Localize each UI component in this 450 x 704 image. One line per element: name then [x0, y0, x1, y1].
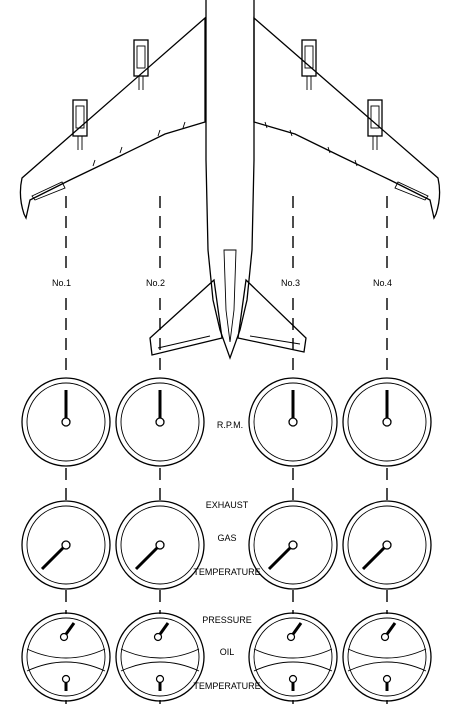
- engine-pod-3: [301, 39, 317, 90]
- gauge-hub-lower: [382, 674, 392, 684]
- gauge-engine-4-row-3: [342, 612, 432, 702]
- gauge-bezel: [248, 500, 338, 590]
- engine-label-2: No.2: [146, 278, 165, 288]
- gauge-needle: [134, 543, 162, 571]
- gauge-hub: [61, 540, 71, 550]
- gauge-divider-lower: [347, 661, 427, 672]
- gauge-hub: [155, 417, 165, 427]
- gauge-needle: [361, 543, 389, 571]
- gauge-engine-4-row-2: [342, 500, 432, 590]
- gauge-divider-upper: [253, 648, 333, 659]
- gauge-face: [120, 382, 200, 462]
- gauge-face: [347, 617, 427, 697]
- gauge-bezel: [115, 500, 205, 590]
- gauge-hub: [155, 540, 165, 550]
- engine-pod-2: [133, 39, 149, 90]
- gauge-row-labels: R.P.M. EXHAUST GAS TEMPERATURE PRESSURE OIL TE…: [193, 420, 260, 691]
- gauge-hub: [288, 417, 298, 427]
- gauge-bezel: [342, 500, 432, 590]
- gauge-bezel: [21, 377, 111, 467]
- gauge-bezel: [342, 612, 432, 702]
- gauge-hub: [288, 540, 298, 550]
- right-stabilizer: [237, 278, 307, 353]
- gauge-needle: [40, 543, 68, 571]
- left-wing: [19, 16, 206, 220]
- connector-lines: [65, 196, 388, 704]
- gauge-grid: [21, 377, 432, 702]
- gauge-divider-lower: [253, 661, 333, 672]
- left-stabilizer: [149, 278, 223, 356]
- gauge-hub-lower: [155, 674, 165, 684]
- row-label-1-1: R.P.M.: [217, 420, 243, 430]
- row-label-3-3: TEMPERATURE: [193, 681, 260, 691]
- engine-labels: No.1 No.2 No.3 No.4: [52, 278, 392, 288]
- gauge-bezel: [248, 377, 338, 467]
- gauge-hub-upper: [380, 632, 390, 642]
- gauge-engine-3-row-2: [248, 500, 338, 590]
- gauge-face: [26, 382, 106, 462]
- gauge-hub: [61, 417, 71, 427]
- gauge-face: [120, 617, 200, 697]
- gauge-face: [347, 382, 427, 462]
- gauge-divider-lower: [120, 661, 200, 672]
- row-label-2-3: TEMPERATURE: [193, 567, 260, 577]
- gauge-face: [253, 617, 333, 697]
- gauge-bezel: [21, 612, 111, 702]
- gauge-face: [253, 505, 333, 585]
- gauge-engine-4-row-1: [342, 377, 432, 467]
- gauge-hub-lower: [61, 674, 71, 684]
- gauge-bezel: [248, 612, 338, 702]
- gauge-hub-upper: [153, 632, 163, 642]
- gauge-face: [253, 382, 333, 462]
- gauge-hub-upper: [59, 632, 69, 642]
- row-label-2-2: GAS: [217, 533, 236, 543]
- gauge-face: [347, 505, 427, 585]
- gauge-divider-upper: [26, 648, 106, 659]
- gauge-needle: [267, 543, 295, 571]
- gauge-hub: [382, 417, 392, 427]
- gauge-divider-lower: [26, 661, 106, 672]
- engine-pod-4: [367, 99, 383, 150]
- gauge-engine-1-row-2: [21, 500, 111, 590]
- gauge-hub-lower: [288, 674, 298, 684]
- gauge-divider-upper: [120, 648, 200, 659]
- gauge-face: [120, 505, 200, 585]
- gauge-engine-1-row-3: [21, 612, 111, 702]
- gauge-engine-2-row-1: [115, 377, 205, 467]
- gauge-engine-3-row-3: [248, 612, 338, 702]
- engine-label-4: No.4: [373, 278, 392, 288]
- gauge-bezel: [21, 500, 111, 590]
- gauge-engine-2-row-2: [115, 500, 205, 590]
- engine-label-3: No.3: [281, 278, 300, 288]
- gauge-engine-1-row-1: [21, 377, 111, 467]
- fuselage: [205, 0, 255, 360]
- aircraft-illustration: [19, 0, 441, 360]
- gauge-hub: [382, 540, 392, 550]
- gauge-bezel: [115, 377, 205, 467]
- row-label-3-1: PRESSURE: [202, 615, 252, 625]
- gauge-hub-upper: [286, 632, 296, 642]
- gauge-bezel: [115, 612, 205, 702]
- right-wing: [253, 16, 441, 220]
- gauge-bezel: [342, 377, 432, 467]
- engine-label-1: No.1: [52, 278, 71, 288]
- gauge-divider-upper: [347, 648, 427, 659]
- gauge-face: [26, 617, 106, 697]
- row-label-3-2: OIL: [220, 647, 235, 657]
- engine-pod-1: [72, 99, 88, 150]
- gauge-engine-3-row-1: [248, 377, 338, 467]
- gauge-engine-2-row-3: [115, 612, 205, 702]
- gauge-face: [26, 505, 106, 585]
- row-label-2-1: EXHAUST: [206, 500, 249, 510]
